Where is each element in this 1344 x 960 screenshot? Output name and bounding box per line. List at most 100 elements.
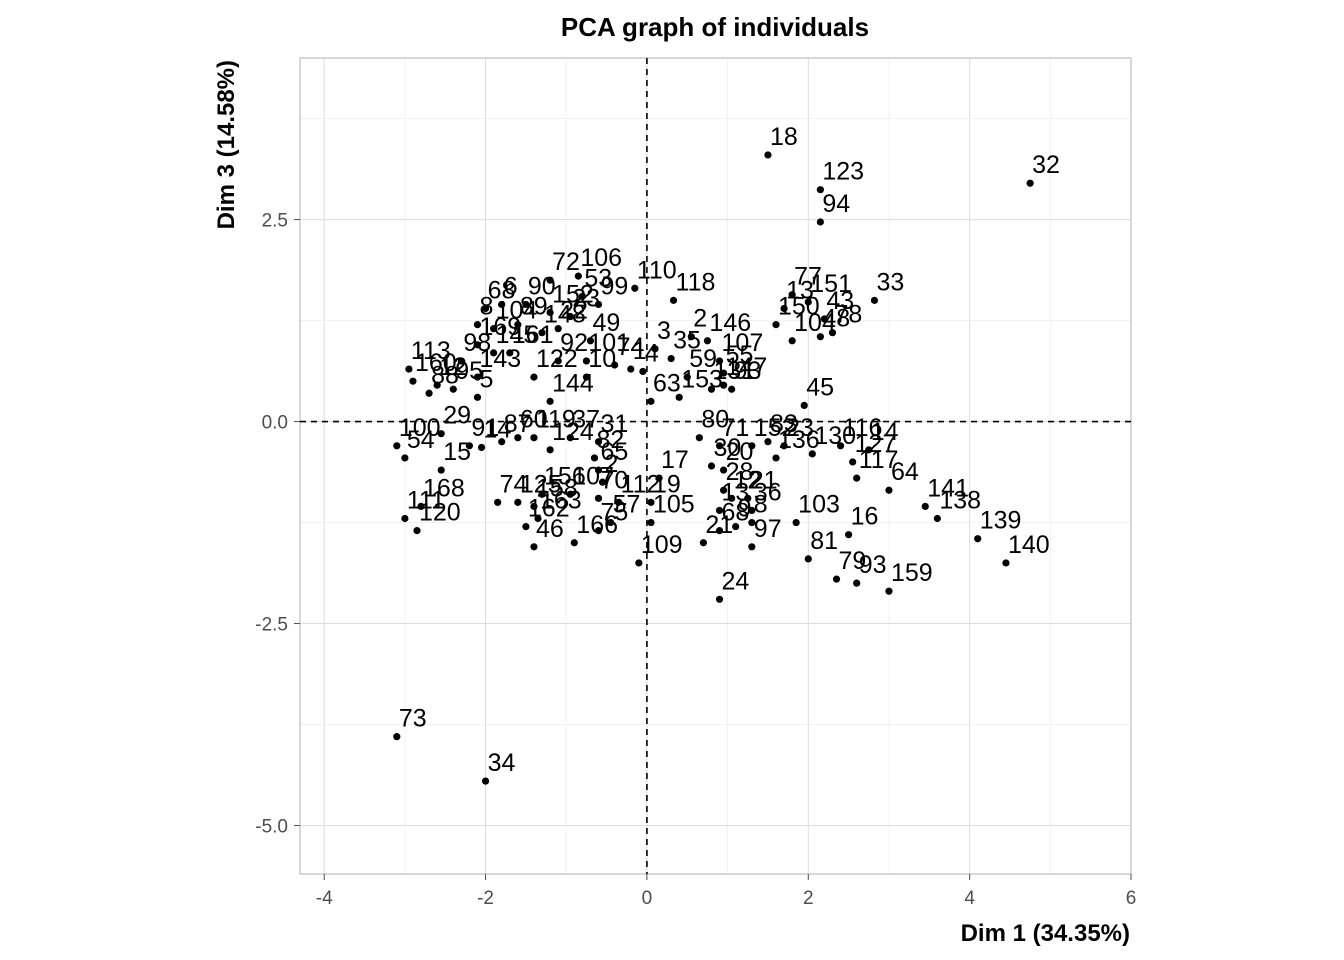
point-label: 8 [479, 293, 493, 321]
data-point [707, 385, 716, 393]
data-point [1002, 559, 1010, 567]
data-point [933, 514, 941, 523]
data-point [788, 291, 796, 299]
point-label: 73 [399, 705, 427, 733]
point-label: 21 [705, 511, 733, 539]
point-label: 35 [673, 327, 701, 355]
point-label: 29 [443, 402, 471, 430]
point-label: 33 [876, 268, 904, 296]
data-point [627, 365, 635, 373]
point-label: 68 [488, 276, 516, 304]
data-point [401, 514, 409, 523]
point-label: 158 [536, 474, 578, 502]
point-label: 30 [713, 434, 741, 462]
data-point [853, 579, 861, 587]
data-point [647, 498, 655, 506]
point-label: 60 [520, 406, 548, 434]
point-label: 18 [770, 123, 798, 151]
point-label: 45 [806, 373, 834, 401]
point-label: 16 [851, 503, 879, 531]
data-point [788, 337, 796, 345]
point-label: 68 [722, 499, 750, 527]
data-point [586, 337, 595, 345]
point-label: 160 [415, 349, 457, 377]
point-label: 152 [552, 280, 594, 308]
axis-ticks: -4 -2 0 2 4 6-5.0-2.50.02.5 [255, 211, 1136, 909]
data-point [522, 300, 530, 309]
point-label: 151 [810, 270, 852, 298]
point-label: 91 [471, 414, 499, 442]
data-point [473, 341, 482, 349]
point-label: 1 [633, 337, 647, 365]
point-label: 162 [528, 495, 570, 523]
panel-border [299, 57, 1132, 875]
point-label: 166 [576, 511, 618, 539]
point-label: 150 [778, 293, 820, 321]
data-point [715, 506, 724, 515]
point-label: 55 [726, 341, 754, 369]
point-label: 144 [552, 369, 594, 397]
point-label: 15 [443, 438, 471, 466]
data-point [651, 345, 659, 353]
data-point [578, 292, 586, 300]
data-point [481, 777, 490, 785]
data-point [594, 466, 603, 474]
data-point [498, 300, 506, 309]
point-label: 143 [479, 345, 521, 373]
y-tick-label: 0.0 [262, 413, 288, 434]
data-point [522, 522, 530, 531]
data-point [845, 531, 853, 539]
data-point [764, 438, 772, 446]
data-point [481, 304, 490, 313]
data-point [473, 393, 482, 401]
point-label: 82 [596, 426, 624, 454]
point-label: 23 [572, 285, 600, 313]
point-label: 81 [810, 527, 838, 555]
data-point [816, 333, 824, 341]
data-point [582, 357, 591, 365]
data-point [530, 543, 538, 551]
data-point [836, 442, 845, 450]
grid [300, 58, 1132, 874]
data-point [853, 474, 861, 482]
point-label: 99 [601, 272, 629, 300]
point-label: 120 [419, 499, 461, 527]
data-point [401, 454, 409, 462]
data-point [748, 518, 756, 527]
point-label: 97 [754, 515, 782, 543]
data-point [538, 490, 546, 498]
point-label: 139 [980, 507, 1022, 535]
point-label: 53 [584, 264, 612, 292]
data-point [566, 312, 574, 321]
data-point [594, 527, 603, 535]
data-point [566, 490, 574, 498]
point-label: 117 [859, 446, 899, 474]
point-label: 89 [520, 293, 548, 321]
point-label: 43 [826, 287, 854, 315]
data-point [538, 329, 546, 337]
y-tick-label: -5.0 [255, 817, 288, 838]
point-label: 79 [839, 547, 867, 575]
data-point [490, 349, 498, 357]
point-label: 93 [734, 357, 762, 385]
point-label: 127 [855, 430, 897, 458]
point-label: 107 [722, 329, 764, 357]
point-label: 65 [601, 438, 629, 466]
data-point [393, 733, 401, 741]
point-label: 32 [1032, 151, 1060, 179]
point-label: 12 [734, 466, 762, 494]
data-point [477, 443, 486, 452]
data-point [703, 337, 712, 345]
point-label: 19 [653, 470, 681, 498]
data-point [554, 357, 562, 365]
data-point [566, 434, 574, 442]
point-label: 119 [536, 406, 576, 434]
point-label: 28 [726, 458, 754, 486]
data-point [695, 434, 703, 442]
data-point [582, 373, 591, 381]
data-point [808, 450, 816, 458]
point-label: 148 [544, 301, 586, 329]
data-point [772, 454, 780, 462]
point-label: 100 [399, 414, 441, 442]
data-point [865, 446, 873, 454]
